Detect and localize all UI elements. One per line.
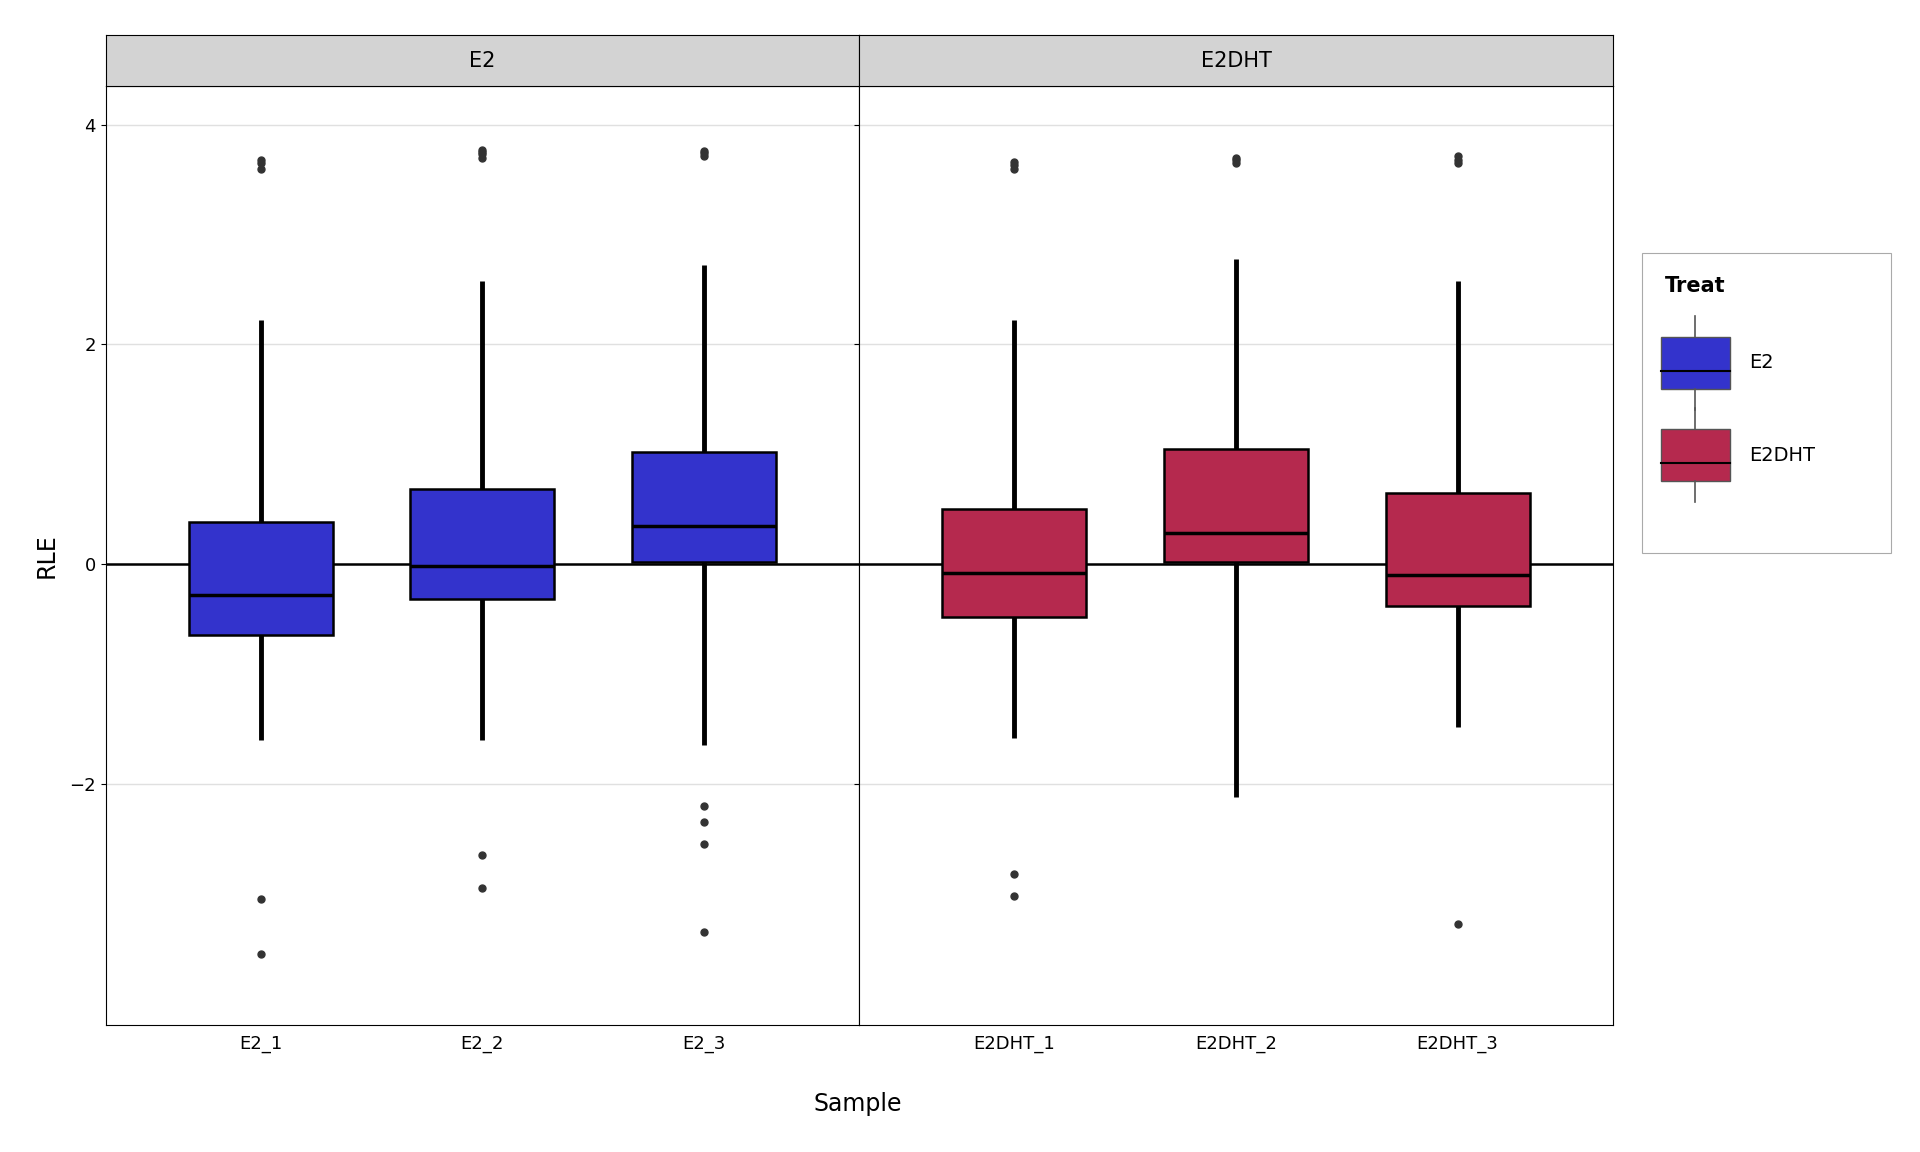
Bar	[411, 490, 555, 599]
Bar	[1164, 449, 1308, 562]
Text: Sample: Sample	[814, 1092, 902, 1115]
Text: Treat: Treat	[1665, 275, 1726, 296]
Text: E2: E2	[1749, 354, 1774, 372]
Bar	[1386, 493, 1530, 606]
Y-axis label: RLE: RLE	[35, 533, 58, 578]
Text: E2DHT: E2DHT	[1749, 446, 1814, 464]
Bar	[943, 509, 1087, 616]
Bar	[188, 522, 332, 636]
Bar	[632, 452, 776, 562]
